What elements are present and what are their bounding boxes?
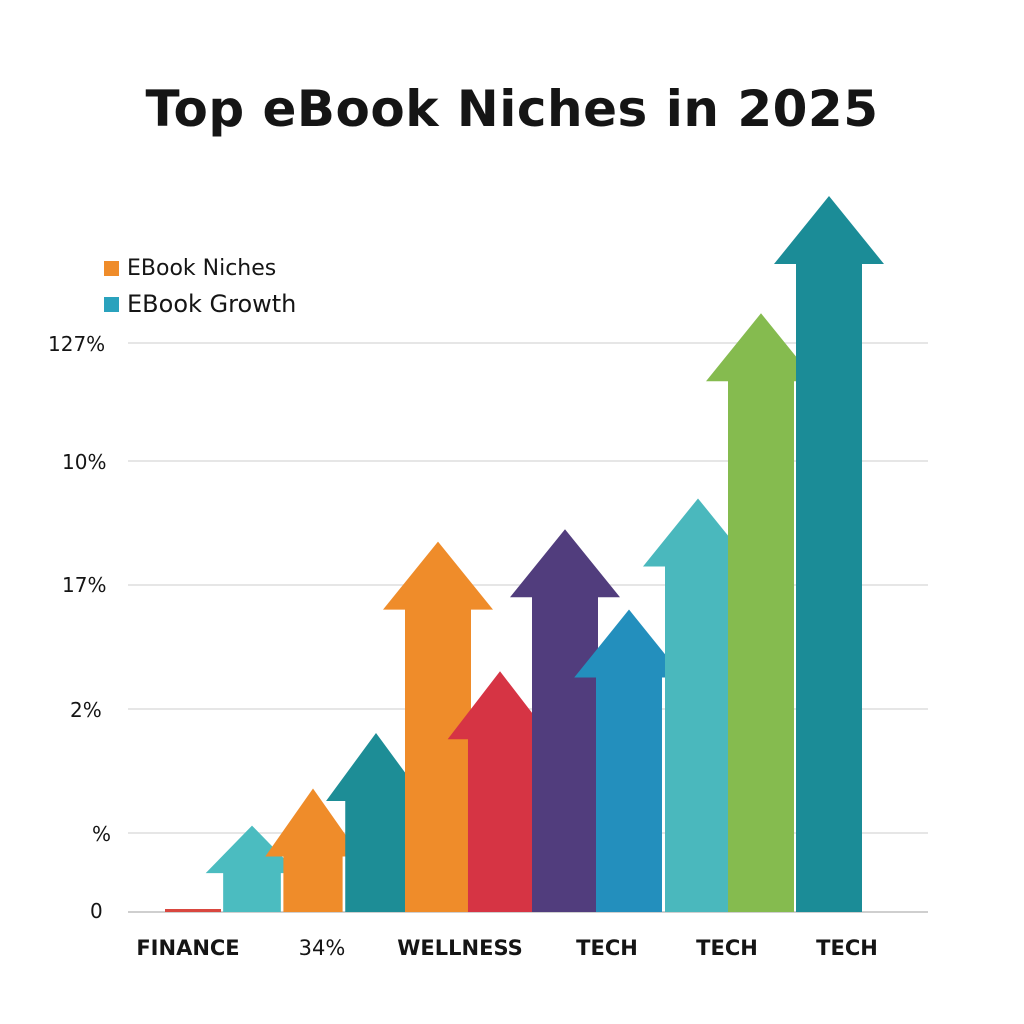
y-tick-label: 17% bbox=[62, 573, 107, 597]
bar bbox=[774, 196, 884, 912]
bar bbox=[205, 825, 299, 912]
x-tick-label: TECH bbox=[576, 936, 638, 960]
y-tick-label: 0 bbox=[90, 899, 103, 923]
x-tick-label: FINANCE bbox=[136, 936, 240, 960]
bar bbox=[643, 498, 753, 912]
bar bbox=[574, 609, 684, 912]
legend: EBook Niches EBook Growth bbox=[104, 250, 296, 322]
x-tick-label: 34% bbox=[298, 936, 346, 960]
legend-item-niches: EBook Niches bbox=[104, 250, 296, 286]
legend-label-growth: EBook Growth bbox=[127, 290, 297, 318]
y-tick-label: % bbox=[92, 822, 112, 846]
bar bbox=[510, 529, 620, 912]
bar bbox=[265, 788, 361, 912]
y-tick-label: 2% bbox=[70, 698, 102, 722]
y-tick-label: 10% bbox=[62, 450, 107, 474]
y-tick-label: 127% bbox=[48, 332, 106, 356]
legend-label-niches: EBook Niches bbox=[127, 255, 277, 281]
x-tick-label: TECH bbox=[816, 936, 878, 960]
legend-swatch-niches bbox=[104, 260, 119, 276]
x-tick-label: TECH bbox=[696, 936, 758, 960]
bar bbox=[447, 671, 553, 912]
chart-title: Top eBook Niches in 2025 bbox=[145, 80, 879, 138]
legend-swatch-growth bbox=[104, 296, 119, 312]
x-tick-label: WELLNESS bbox=[397, 936, 523, 960]
bar bbox=[383, 541, 493, 912]
bar bbox=[326, 733, 426, 912]
bar bbox=[706, 313, 816, 912]
legend-item-growth: EBook Growth bbox=[104, 286, 296, 322]
bar bbox=[165, 909, 221, 912]
